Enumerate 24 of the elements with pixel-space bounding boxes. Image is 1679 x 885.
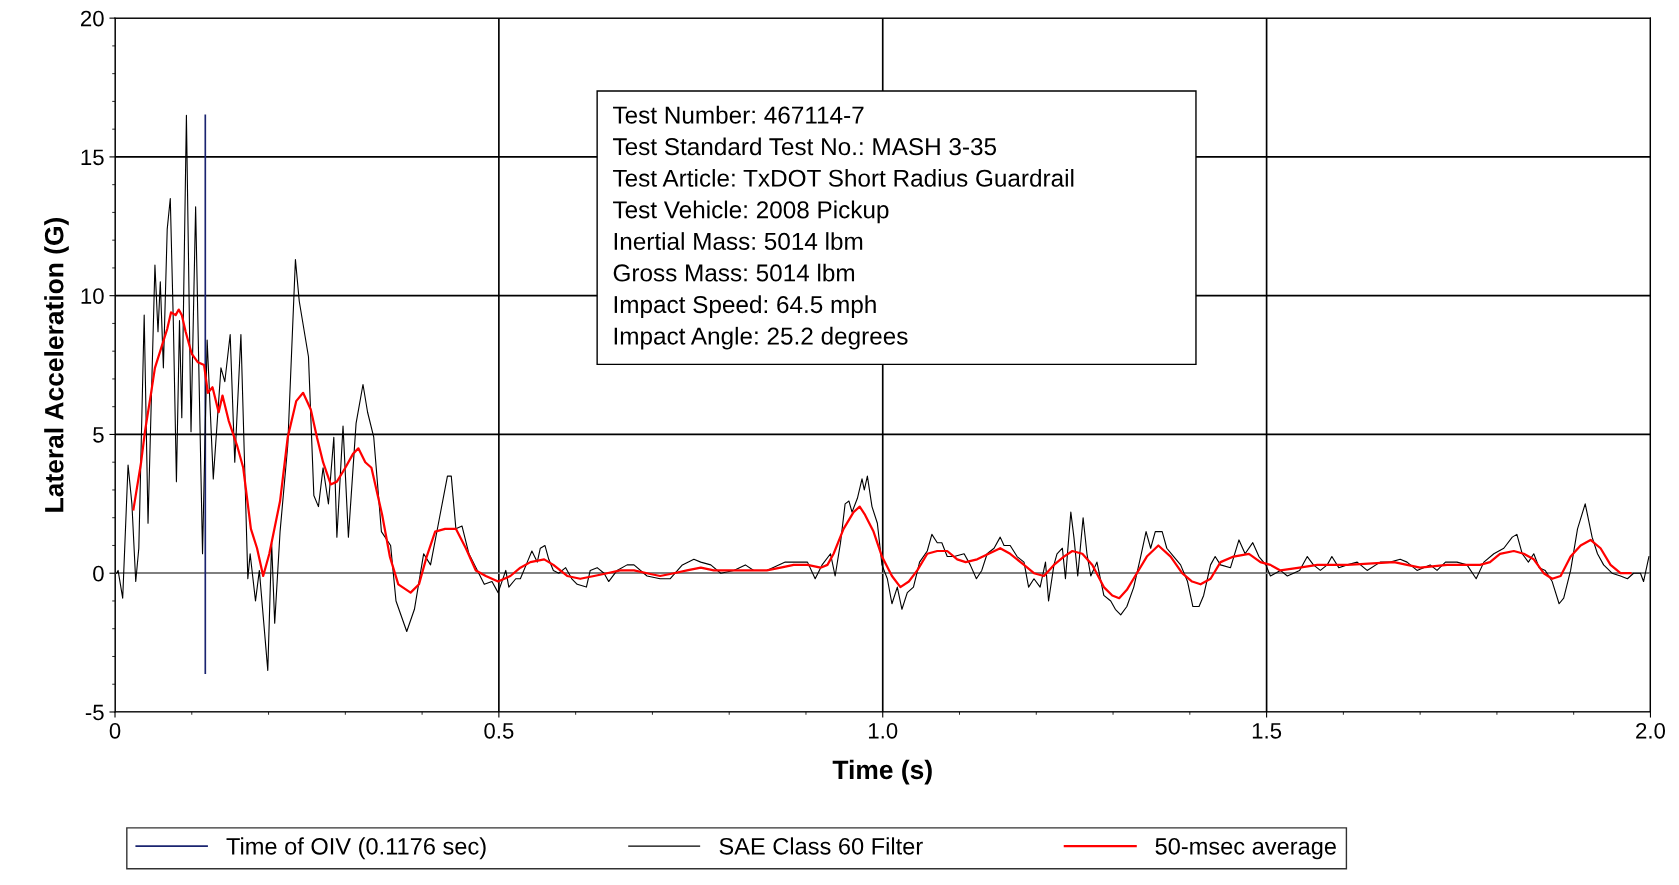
x-tick-label: 1.5 bbox=[1252, 723, 1282, 739]
annotation: Impact Angle: 25.2 degrees bbox=[614, 326, 908, 350]
legend-label: Time of OIV (0.1176 sec) bbox=[226, 837, 486, 860]
x-tick-label: 1.0 bbox=[868, 722, 898, 739]
legend-label: SAE Class 60 Filter bbox=[719, 837, 923, 855]
legend-label: 50-msec average bbox=[1155, 837, 1336, 860]
x-tick-label: 0 bbox=[109, 722, 121, 739]
annotation: Test Number: 467114-7 bbox=[613, 105, 864, 124]
x-tick-label: 2.0 bbox=[1636, 722, 1666, 739]
y-tick-label: 0 bbox=[93, 565, 104, 582]
y-tick-label: 5 bbox=[93, 427, 104, 443]
y-tick-label: 20 bbox=[81, 10, 104, 27]
y-tick-label: 15 bbox=[81, 149, 104, 166]
annotation: Test Standard Test No.: MASH 3-35 bbox=[613, 137, 997, 156]
annotation: Gross Mass: 5014 lbm bbox=[613, 263, 855, 282]
annotation: Impact Speed: 64.5 mph bbox=[614, 295, 876, 318]
x-tick-label: 0.5 bbox=[484, 722, 514, 739]
y-tick-label: -5 bbox=[85, 704, 104, 721]
annotation: Inertial Mass: 5014 lbm bbox=[614, 232, 863, 250]
x-axis-title: Time (s) bbox=[832, 759, 932, 785]
y-axis-title: Lateral Acceleration (G) bbox=[44, 218, 69, 512]
annotation: Test Article: TxDOT Short Radius Guardrail bbox=[613, 169, 1074, 187]
annotation: Test Vehicle: 2008 Pickup bbox=[613, 200, 889, 224]
y-tick-label: 10 bbox=[81, 288, 104, 304]
